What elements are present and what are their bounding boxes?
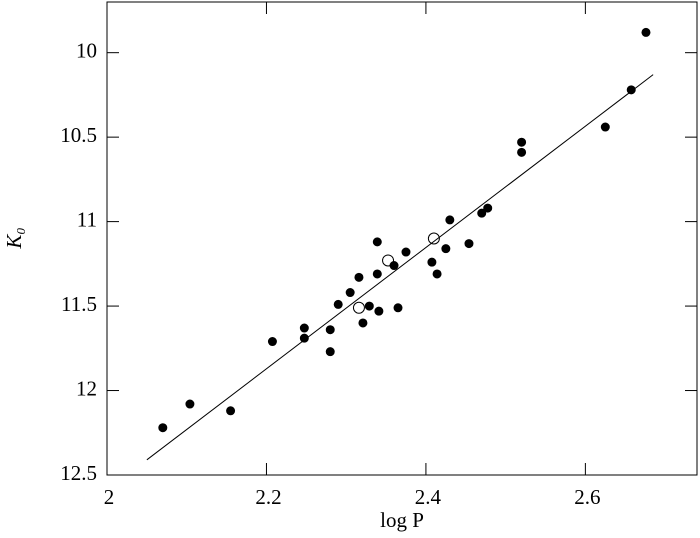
x-tick-label: 2.6 bbox=[574, 485, 600, 509]
point bbox=[374, 306, 384, 316]
x-tick-label: 2.2 bbox=[255, 485, 281, 509]
open-point bbox=[352, 301, 365, 314]
point bbox=[626, 85, 636, 95]
point bbox=[483, 203, 493, 213]
plot-frame bbox=[106, 1, 698, 476]
point bbox=[517, 147, 527, 157]
point bbox=[477, 208, 487, 218]
point bbox=[354, 272, 364, 282]
point bbox=[372, 237, 382, 247]
x-axis-label: log P bbox=[380, 508, 424, 532]
point bbox=[267, 337, 277, 347]
fit-line bbox=[146, 74, 654, 461]
point bbox=[393, 303, 403, 313]
point bbox=[441, 244, 451, 254]
x-tick-label: 2 bbox=[104, 485, 115, 509]
point bbox=[325, 325, 335, 335]
point bbox=[345, 288, 355, 298]
point bbox=[325, 347, 335, 357]
open-point bbox=[382, 254, 395, 267]
point bbox=[464, 239, 474, 249]
point bbox=[372, 269, 382, 279]
point bbox=[299, 323, 309, 333]
y-tick-label: 10 bbox=[76, 38, 97, 62]
point bbox=[517, 137, 527, 147]
point bbox=[427, 257, 437, 267]
point bbox=[158, 423, 168, 433]
point bbox=[364, 301, 374, 311]
point bbox=[432, 269, 442, 279]
open-point bbox=[427, 232, 440, 245]
point bbox=[401, 247, 411, 257]
point bbox=[358, 318, 368, 328]
point bbox=[600, 122, 610, 132]
point bbox=[299, 333, 309, 343]
y-tick-label: 12 bbox=[76, 376, 97, 400]
point bbox=[641, 27, 651, 37]
point bbox=[333, 299, 343, 309]
y-tick-label: 12.5 bbox=[60, 461, 97, 485]
point bbox=[226, 406, 236, 416]
y-tick-label: 11.5 bbox=[61, 292, 97, 316]
point bbox=[185, 399, 195, 409]
y-tick-label: 11 bbox=[77, 207, 97, 231]
y-tick-label: 10.5 bbox=[60, 123, 97, 147]
y-axis-label: K₀ bbox=[2, 227, 26, 249]
x-tick-label: 2.4 bbox=[415, 485, 442, 509]
point bbox=[445, 215, 455, 225]
